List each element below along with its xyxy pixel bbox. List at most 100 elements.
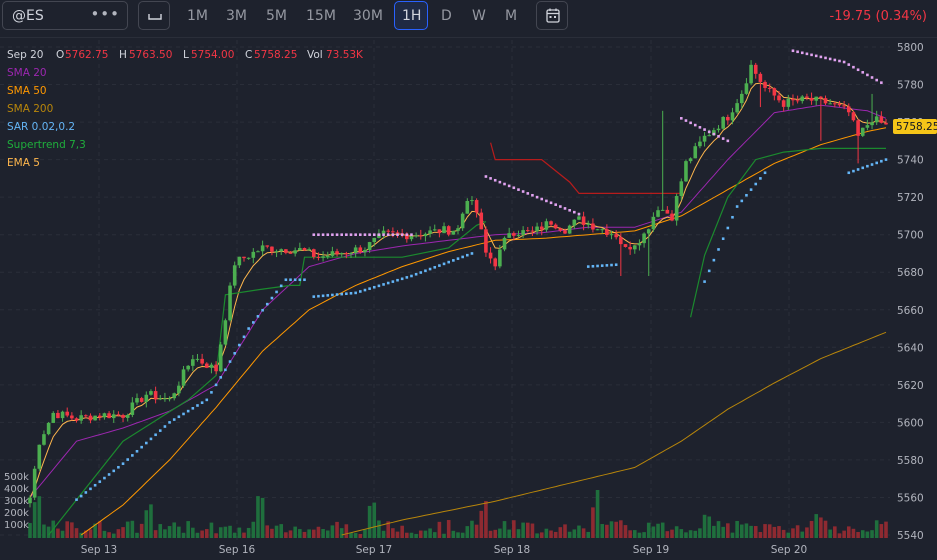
volume-bar [544,528,549,538]
candle-body [735,103,739,113]
volume-bar [79,532,83,538]
sar-dot [796,50,799,54]
volume-tick-label: 500k [4,472,29,483]
volume-bar [97,521,102,538]
sar-dot [377,284,381,288]
volume-bar [474,524,479,538]
volume-bar [549,530,553,538]
candle-body [874,116,879,123]
sar-dot [745,193,748,197]
volume-bar [298,529,302,538]
volume-bar [111,533,116,538]
sar-dot [131,454,134,457]
period-3m[interactable]: 3M [226,8,247,24]
time-axis[interactable]: Sep 13 Sep 16 Sep 17 Sep 18 Sep 19 Sep 20 [81,544,808,556]
y-tick-label: 5580 [897,455,924,467]
volume-bar [567,531,572,538]
sar-dot [321,233,325,236]
symbol-search-box[interactable]: @ES ••• [2,1,128,30]
candle-body [828,103,832,105]
sar-dot [442,262,446,266]
chart-type-button[interactable] [138,1,170,30]
sar-dot [270,296,274,300]
sar-dot [196,404,199,407]
sar-dot [833,58,837,62]
legend-supertrend[interactable]: Supertrend 7,3 [7,139,86,151]
volume-bar [135,532,139,538]
sar-dot [205,398,209,402]
sar-dot [791,49,795,53]
volume-bar [88,529,93,538]
candle-body [298,248,302,251]
legend-sma20[interactable]: SMA 20 [7,67,47,79]
volume-bar [204,529,209,538]
calendar-button[interactable] [536,1,568,30]
sar-dot [861,71,865,74]
volume-bar [256,496,260,538]
volume-bar [116,529,121,538]
sar-dot [424,269,427,273]
sar-dot [740,199,744,203]
symbol-text[interactable]: @ES [12,8,44,24]
sar-dot [573,210,576,214]
period-5m[interactable]: 5M [266,8,287,24]
y-tick-label: 5540 [897,530,924,542]
volume-bar [660,522,665,538]
sar-dot [568,208,571,212]
volume-bar [670,529,674,538]
legend-sma200[interactable]: SMA 200 [7,103,53,115]
volume-bar [381,530,386,538]
sar-dot [145,441,148,445]
volume-bar [805,527,809,538]
legend-o-label: O [56,49,64,61]
sar-dot [847,171,851,175]
sar-dot [382,233,385,236]
sar-dot [340,233,343,236]
sar-dot [168,421,171,424]
more-icon[interactable]: ••• [90,5,120,23]
sar-dot [805,52,809,56]
legend-sar[interactable]: SAR 0.02,0.2 [7,121,75,133]
candle-body [642,233,646,244]
period-1m[interactable]: 1M [187,8,208,24]
volume-bar [456,532,460,538]
sar-dot [703,128,706,131]
candle-body [423,233,428,237]
candle-body [833,103,837,105]
candle-body [753,64,758,74]
sar-dot [554,203,557,206]
period-15m[interactable]: 15M [306,8,336,24]
volume-bar [619,520,623,538]
candle-body [284,249,288,253]
sar-dot [721,237,725,241]
candle-body [209,364,214,368]
volume-bar [442,533,446,538]
sar-dot [303,278,306,282]
period-d[interactable]: D [441,8,452,24]
period-m[interactable]: M [505,8,518,24]
volume-bar [716,521,721,538]
period-30m[interactable]: 30M [353,8,383,24]
sar-dot [154,433,157,437]
period-w[interactable]: W [472,8,486,24]
candle-body [311,249,316,257]
sar-dot [535,195,539,199]
sar-dot [158,429,162,432]
volume-bar [786,532,791,538]
legend-sma50[interactable]: SMA 50 [7,85,47,97]
x-tick-label: Sep 19 [633,544,670,556]
sar-dot [261,308,264,312]
candle-body [344,253,349,255]
sar-dot [866,73,869,77]
sar-dot [819,55,823,59]
sar-dot [391,233,395,236]
candle-body [605,229,609,236]
period-1h[interactable]: 1H [402,8,422,24]
sar-dot [484,175,488,178]
legend-ema5[interactable]: EMA 5 [7,157,40,169]
candle-body [749,64,753,84]
volume-bar [349,532,353,538]
sar-dot [354,291,357,295]
sar-dot [735,205,739,208]
